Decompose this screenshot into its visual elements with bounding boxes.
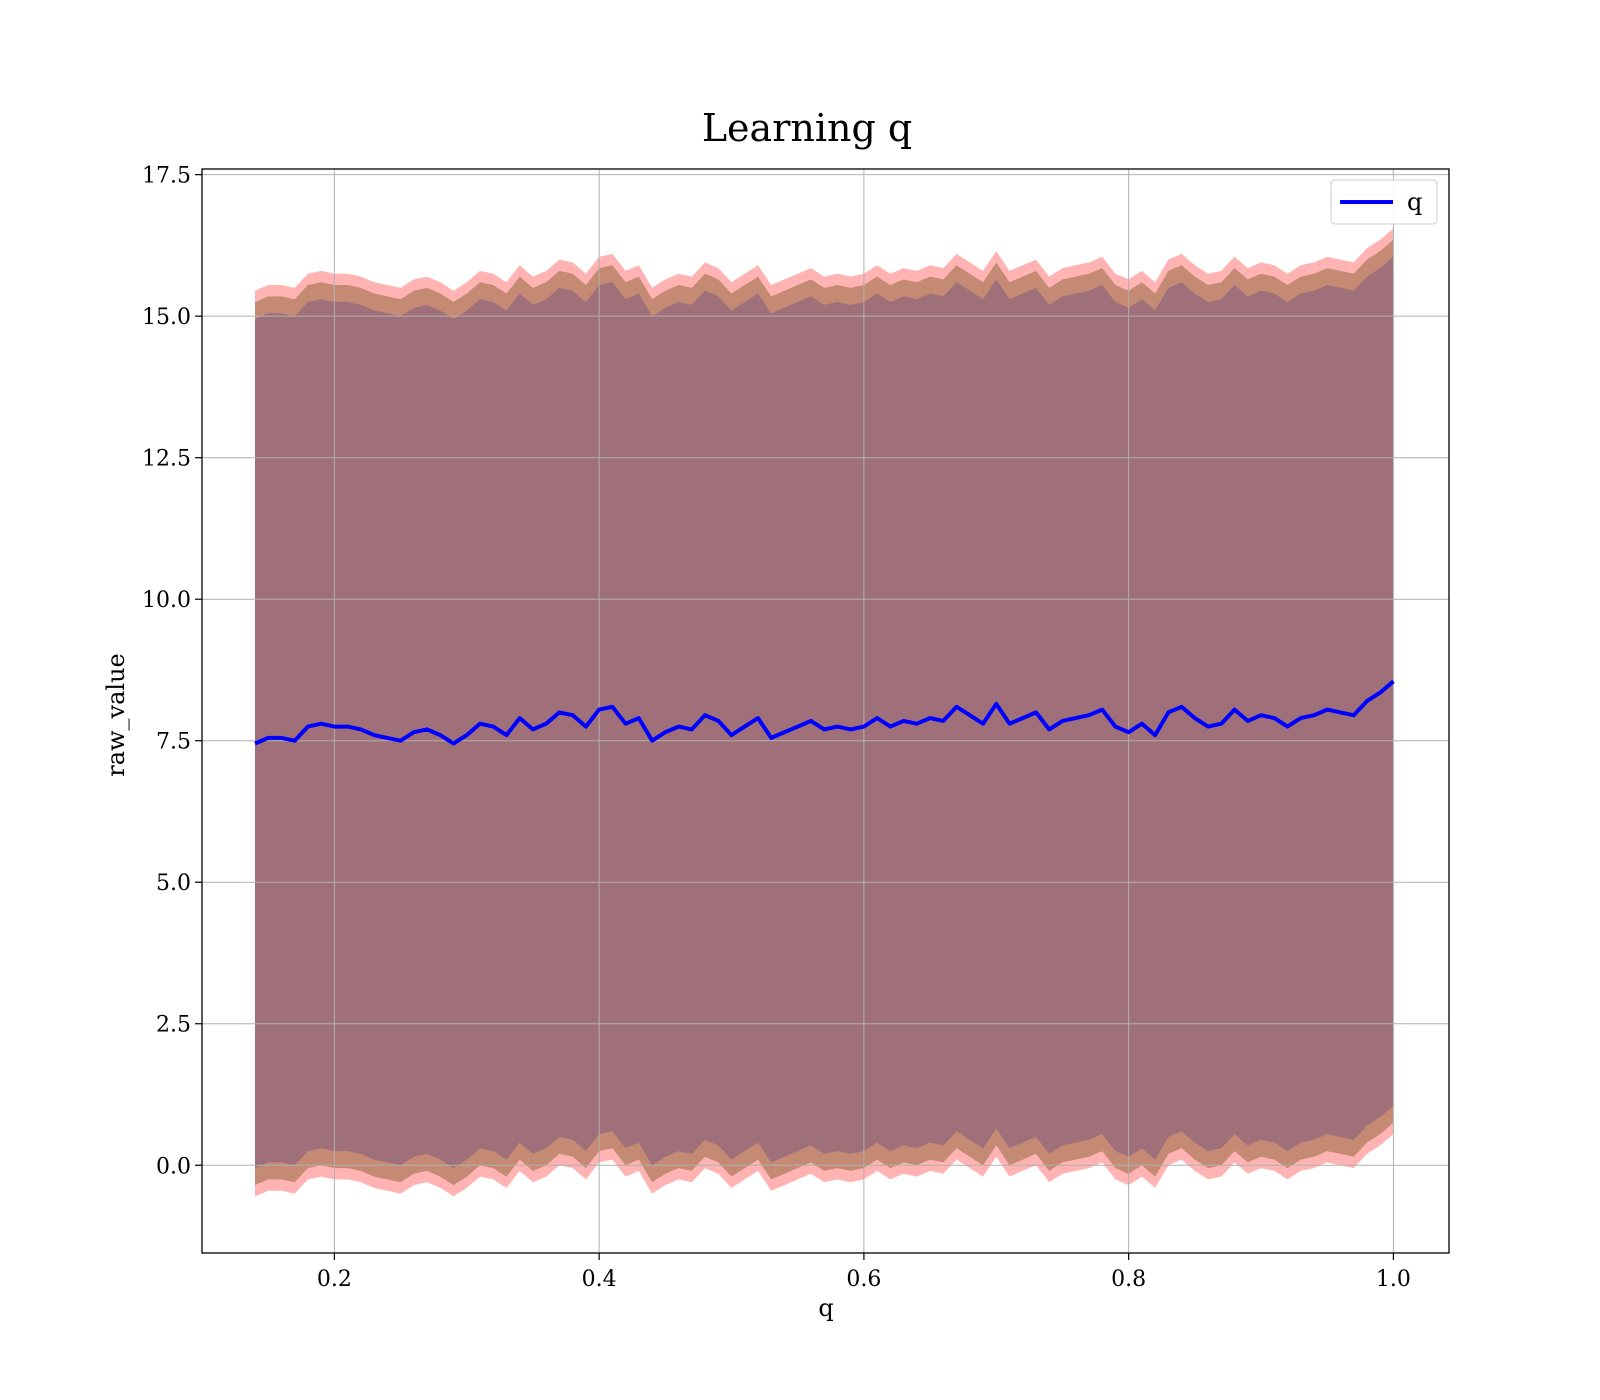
y-tick-label: 15.0 [142,305,191,330]
legend: q [1330,179,1438,225]
x-tick-label: 0.2 [317,1267,352,1292]
y-tick-label: 2.5 [156,1013,191,1038]
legend-label-q: q [1407,188,1422,216]
x-axis-label: q [818,1294,833,1322]
grid [202,169,1449,1253]
y-tick-label: 10.0 [142,588,191,613]
plot-frame [201,168,1450,1254]
x-tick-label: 0.4 [582,1267,617,1292]
x-tick-label: 0.6 [846,1267,881,1292]
y-tick-label: 12.5 [142,447,191,472]
y-axis-label: raw_value [102,653,130,777]
y-tick-label: 17.5 [142,164,191,189]
x-tick-label: 1.0 [1376,1267,1411,1292]
y-tick-label: 0.0 [156,1154,191,1179]
chart-title: Learning q [702,106,912,150]
band-inner [255,256,1394,1169]
y-tick-label: 7.5 [156,730,191,755]
confidence-bands [255,228,1394,1197]
axes: 0.2 0.4 0.6 0.8 1.0 0.0 2.5 5.0 7.5 10.0 12.5 15.0 1… [142,164,1450,1292]
series-line-q [254,679,1395,746]
x-tick-label: 0.8 [1111,1267,1146,1292]
y-tick-label: 5.0 [156,871,191,896]
series-lines [254,679,1395,746]
